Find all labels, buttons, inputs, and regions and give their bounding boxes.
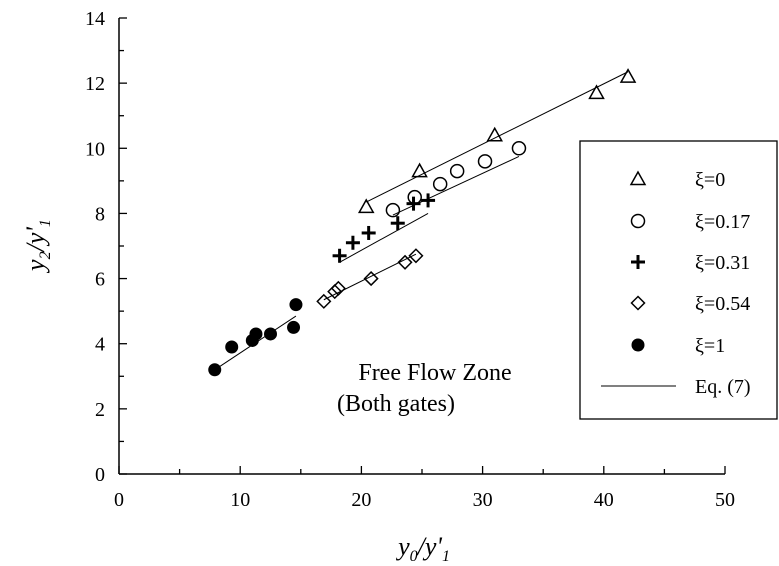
point-s0-2 <box>486 126 503 142</box>
x-tick-label-0: 0 <box>114 489 124 511</box>
point-s2-0 <box>332 248 347 263</box>
y-tick-label-4: 8 <box>95 203 105 225</box>
y-tick-label-7: 14 <box>85 8 105 30</box>
point-s3-1 <box>327 284 343 300</box>
legend-label-fit: Eq. (7) <box>695 376 751 398</box>
point-s4-5 <box>287 320 301 334</box>
point-s4-3 <box>249 327 263 341</box>
point-s3-5 <box>408 248 424 264</box>
point-s2-1 <box>345 235 360 250</box>
legend-label-0: ξ=0 <box>695 169 725 191</box>
fit-line-2 <box>339 212 429 263</box>
legend-marker-0 <box>629 170 647 186</box>
annotation-line-2: (Both gates) <box>337 391 455 417</box>
legend-marker-2 <box>631 255 645 269</box>
point-s1-3 <box>449 163 465 179</box>
point-s1-4 <box>477 154 493 169</box>
legend-label-1: ξ=0.17 <box>695 211 750 233</box>
y-tick-label-3: 6 <box>95 269 105 291</box>
plot-area <box>208 68 637 377</box>
legend: ξ=0 ξ=0.17 ξ=0.31 ξ=0.54 ξ=1 Eq. (7) <box>579 140 778 420</box>
point-s0-0 <box>357 198 375 214</box>
point-s3-0 <box>316 293 332 309</box>
point-s1-5 <box>511 141 527 156</box>
point-s2-4 <box>406 196 421 211</box>
point-s4-6 <box>289 298 303 312</box>
point-s3-3 <box>363 271 379 287</box>
point-s0-1 <box>411 162 428 178</box>
annotation-line-1: Free Flow Zone <box>358 360 511 386</box>
y-tick-label-2: 4 <box>95 334 105 356</box>
legend-label-2: ξ=0.31 <box>695 252 750 274</box>
legend-marker-1 <box>630 213 646 229</box>
point-s2-2 <box>361 225 376 240</box>
tick-labels: 0 10 20 30 40 50 0 2 4 6 8 10 12 14 <box>85 8 735 511</box>
legend-label-3: ξ=0.54 <box>695 293 750 315</box>
y-tick-label-5: 10 <box>85 138 105 160</box>
point-s4-4 <box>264 327 277 341</box>
y-tick-label-1: 2 <box>95 399 105 421</box>
point-s4-0 <box>208 363 222 377</box>
point-s3-2 <box>330 280 346 296</box>
fit-line-3 <box>323 253 417 301</box>
legend-label-4: ξ=1 <box>695 335 725 357</box>
point-s0-4 <box>619 68 637 83</box>
x-axis-title: y0/y'1 <box>395 532 450 565</box>
point-s1-0 <box>385 202 401 218</box>
x-tick-label-2: 20 <box>351 489 371 511</box>
x-tick-label-3: 30 <box>473 489 493 511</box>
x-tick-label-4: 40 <box>594 489 614 511</box>
y-axis-title: y2/y'1 <box>21 219 54 274</box>
legend-marker-4 <box>631 338 645 352</box>
x-tick-label-5: 50 <box>715 489 735 511</box>
point-s0-3 <box>588 84 605 100</box>
point-s3-4 <box>397 254 413 270</box>
point-s1-2 <box>432 176 448 192</box>
point-s4-1 <box>225 340 239 354</box>
legend-box <box>579 140 778 420</box>
point-s2-3 <box>390 216 405 231</box>
fit-line-0 <box>366 71 629 203</box>
x-tick-label-1: 10 <box>230 489 250 511</box>
y-tick-label-0: 0 <box>95 464 105 486</box>
y-tick-label-6: 12 <box>85 73 105 95</box>
point-s2-5 <box>421 193 436 208</box>
axes <box>118 17 726 475</box>
legend-marker-3 <box>630 295 646 311</box>
